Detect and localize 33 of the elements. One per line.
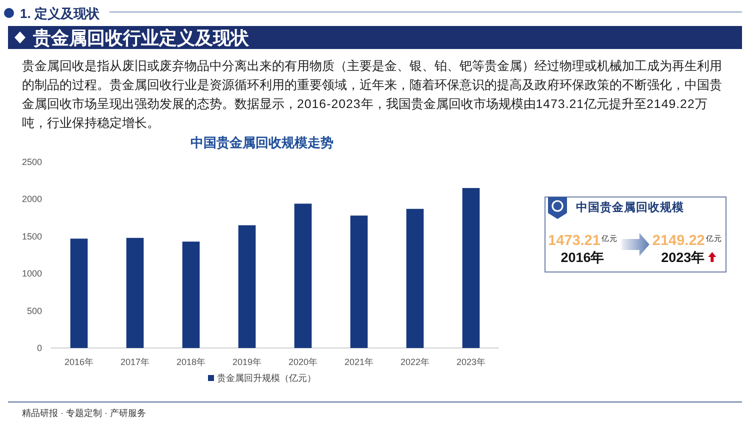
- y-tick-label: 2500: [22, 157, 42, 167]
- bar: [350, 216, 368, 348]
- y-tick-label: 1500: [22, 231, 42, 242]
- x-tick-label: 2016年: [64, 357, 94, 367]
- x-tick-label: 2019年: [232, 357, 262, 367]
- text: 2149.22: [652, 233, 705, 249]
- bar: [294, 204, 312, 348]
- x-tick-label: 2018年: [176, 357, 206, 367]
- chart-title: 中国贵金属回收规模走势: [190, 135, 334, 150]
- bar: [462, 188, 480, 348]
- y-tick-label: 500: [26, 306, 42, 316]
- y-tick-label: 2000: [22, 194, 42, 204]
- bar: [70, 238, 88, 348]
- text: 1. 定义及现状: [20, 6, 100, 21]
- y-tick-label: 0: [36, 343, 42, 353]
- text: 贵金属回收是指从废旧或废弃物品中分离出来的有用物质（主要是金、银、铂、钯等贵金属）经过物理或机械加工成为再生利用的制品的过程。贵金属回收行业是资源循环利用的重要领域，近年来，随着环保意识的提高及政府环保政策的不断强化，中国贵金属回收市场呈现出强劲发展的态势。数据显示，2016-2023年，我国贵金属回收市场规模由1473.21亿元提升至2149.22万吨，行业保持稳定增长。: [22, 58, 723, 132]
- x-tick-label: 2017年: [120, 357, 150, 367]
- bar: [182, 242, 200, 348]
- bar: [406, 208, 424, 348]
- legend-label: 贵金属回升规模（亿元）: [217, 373, 316, 383]
- x-tick-label: 2022年: [400, 357, 430, 367]
- x-tick-label: 2023年: [456, 357, 486, 367]
- text: 贵金属回收行业定义及现状: [32, 28, 250, 48]
- y-tick-label: 1000: [22, 268, 42, 279]
- bar: [126, 238, 144, 348]
- text: 1473.21: [548, 233, 600, 249]
- text: 精品研报 · 专题定制 · 产研服务: [22, 408, 146, 418]
- text: 中国贵金属回收规模: [576, 200, 684, 214]
- bar: [238, 225, 256, 348]
- x-tick-label: 2020年: [288, 357, 318, 367]
- text: 2016年: [560, 250, 605, 265]
- x-tick-label: 2021年: [344, 357, 374, 367]
- text: 2023年: [661, 250, 706, 265]
